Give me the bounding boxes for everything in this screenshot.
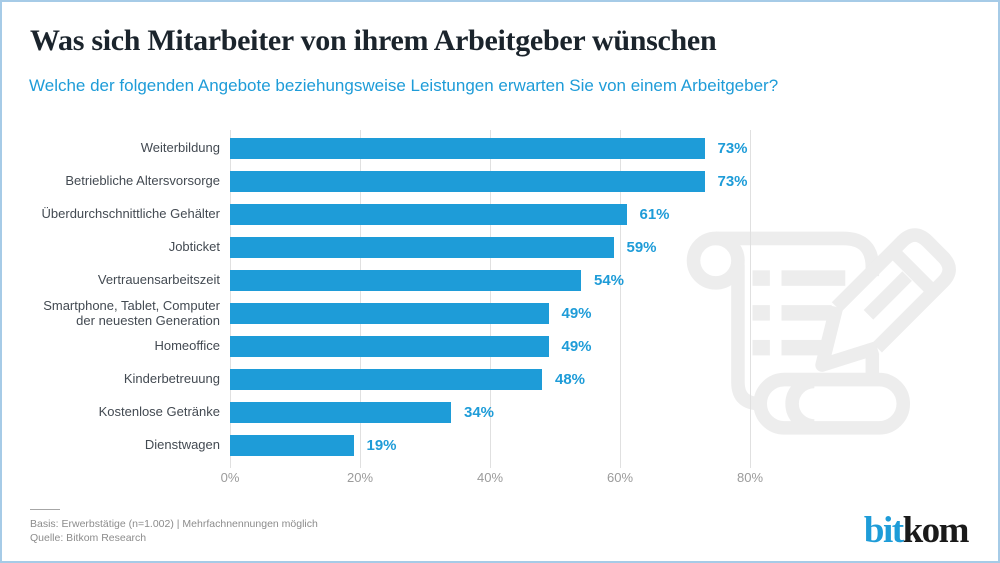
value-label: 19% <box>366 437 397 454</box>
gridline <box>490 130 491 468</box>
category-label: Vertrauensarbeitszeit <box>97 272 220 288</box>
x-tick-label: 80% <box>736 470 764 485</box>
category-label: Smartphone, Tablet, Computer der neueste… <box>43 298 220 328</box>
x-tick-label: 40% <box>476 470 504 485</box>
bar <box>230 336 549 357</box>
x-tick-label: 60% <box>606 470 634 485</box>
footer-divider <box>30 509 60 510</box>
chart-row: Dienstwagen 19% <box>22 429 987 462</box>
value-label: 73% <box>717 140 748 157</box>
bitkom-logo: bitkom <box>863 510 970 551</box>
chart-row: Kinderbetreuung 48% <box>22 363 987 396</box>
bar <box>230 171 705 192</box>
gridline <box>230 130 231 468</box>
category-label: Weiterbildung <box>140 140 220 156</box>
category-label: Betriebliche Altersvorsorge <box>65 173 220 189</box>
chart-row: Homeoffice 49% <box>22 330 987 363</box>
bar <box>230 402 451 423</box>
bar <box>230 435 354 456</box>
chart-row: Betriebliche Altersvorsorge 73% <box>22 165 987 198</box>
footer-source: Quelle: Bitkom Research <box>30 532 147 544</box>
page-title: Was sich Mitarbeiter von ihrem Arbeitgeb… <box>30 24 717 57</box>
gridline <box>620 130 621 468</box>
category-label: Dienstwagen <box>144 437 220 453</box>
value-label: 49% <box>561 305 592 322</box>
value-label: 54% <box>594 272 625 289</box>
footer-basis: Basis: Erwerbstätige (n=1.002) | Mehrfac… <box>30 518 318 530</box>
bar <box>230 204 627 225</box>
page-subtitle: Welche der folgenden Angebote beziehungs… <box>29 76 779 95</box>
logo-part-kom: kom <box>902 510 970 551</box>
scroll-pencil-watermark-icon <box>686 228 956 435</box>
chart-row: Vertrauensarbeitszeit 54% <box>22 264 987 297</box>
bar <box>230 270 581 291</box>
value-label: 49% <box>561 338 592 355</box>
category-label: Kinderbetreuung <box>123 371 220 387</box>
value-label: 73% <box>717 173 748 190</box>
bar <box>230 303 549 324</box>
chart-row: Jobticket 59% <box>22 231 987 264</box>
chart-row: Smartphone, Tablet, Computer der neueste… <box>22 297 987 330</box>
category-label: Homeoffice <box>154 338 220 354</box>
chart-row: Weiterbildung 73% <box>22 132 987 165</box>
x-tick-label: 20% <box>346 470 374 485</box>
bar <box>230 138 705 159</box>
chart-row: Überdurchschnittliche Gehälter 61% <box>22 198 987 231</box>
bar <box>230 369 542 390</box>
category-label: Jobticket <box>168 239 220 255</box>
value-label: 61% <box>639 206 670 223</box>
value-label: 48% <box>555 371 586 388</box>
value-label: 34% <box>464 404 495 421</box>
chart-row: Kostenlose Getränke 34% <box>22 396 987 429</box>
category-label: Kostenlose Getränke <box>98 404 220 420</box>
x-tick-label: 0% <box>220 470 240 485</box>
logo-part-bit: bit <box>863 510 904 551</box>
bar-chart: Weiterbildung 73% Betriebliche Altersvorso… <box>22 130 987 492</box>
gridline <box>750 130 751 468</box>
gridline <box>360 130 361 468</box>
value-label: 59% <box>626 239 657 256</box>
chart-rows: Weiterbildung 73% Betriebliche Altersvorso… <box>22 132 987 462</box>
footer-notes: Basis: Erwerbstätige (n=1.002) | Mehrfac… <box>30 517 318 545</box>
bar <box>230 237 614 258</box>
category-label: Überdurchschnittliche Gehälter <box>41 206 220 222</box>
